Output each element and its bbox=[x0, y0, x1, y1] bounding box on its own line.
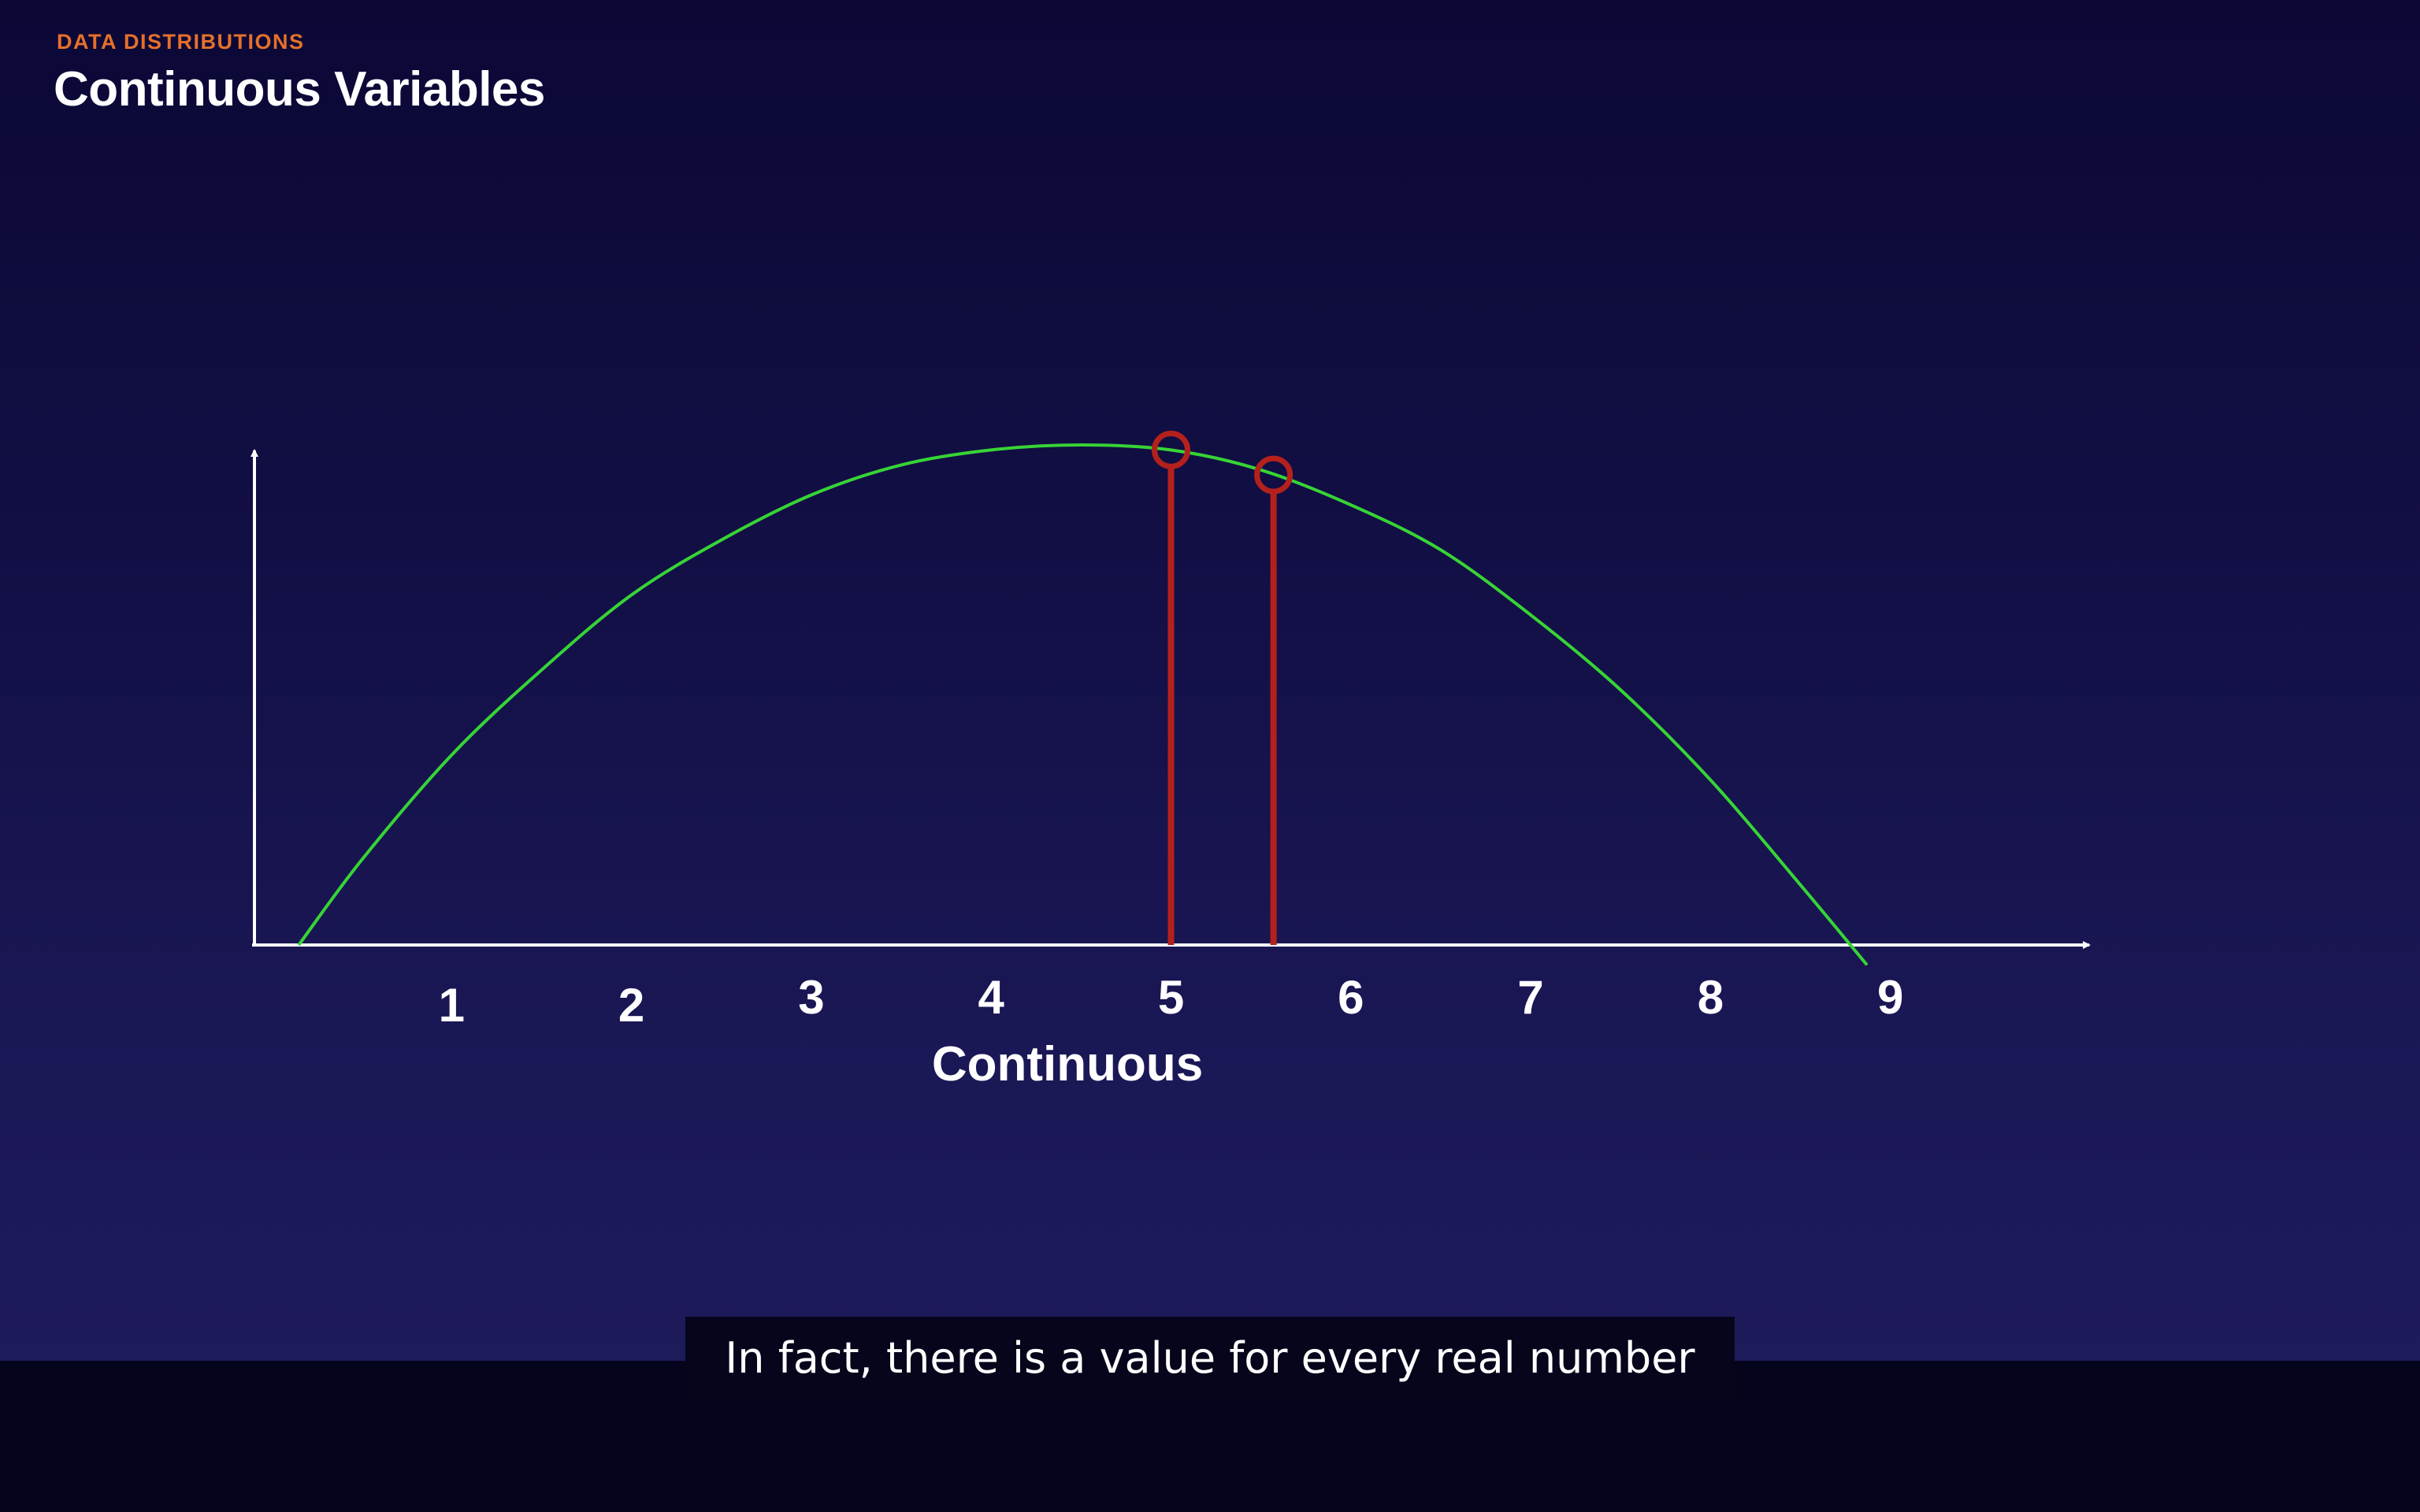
x-tick-label-1: 1 bbox=[439, 979, 465, 1032]
subtitle-caption: In fact, there is a value for every real… bbox=[685, 1317, 1735, 1400]
marker-circle-2 bbox=[1254, 455, 1294, 495]
x-tick-label-3: 3 bbox=[798, 971, 824, 1024]
marker-circle-1 bbox=[1152, 430, 1190, 469]
x-tick-label-2: 2 bbox=[618, 979, 644, 1032]
x-tick-label-5: 5 bbox=[1158, 971, 1184, 1024]
x-tick-label-8: 8 bbox=[1698, 971, 1724, 1024]
slide-background bbox=[0, 0, 2420, 1361]
x-tick-label-7: 7 bbox=[1517, 971, 1543, 1024]
x-tick-label-4: 4 bbox=[978, 971, 1005, 1024]
slide-title: Continuous Variables bbox=[54, 62, 545, 117]
section-label: DATA DISTRIBUTIONS bbox=[57, 30, 305, 54]
density-curve bbox=[297, 443, 1869, 966]
marker-layer bbox=[1152, 430, 1294, 945]
x-tick-label-6: 6 bbox=[1338, 971, 1364, 1024]
x-tick-labels: 1 2 3 4 5 6 7 8 9 bbox=[439, 971, 1904, 1032]
x-axis-label: Continuous bbox=[932, 1037, 1203, 1091]
x-tick-label-9: 9 bbox=[1877, 971, 1903, 1024]
